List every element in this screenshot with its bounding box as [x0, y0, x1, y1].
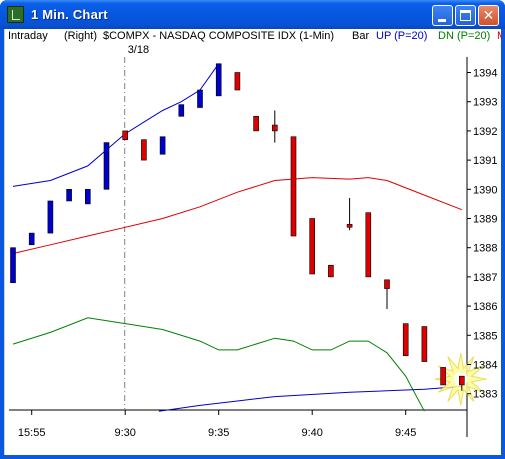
band-line-0 — [12, 63, 220, 187]
legend-mid-band: M — [497, 30, 502, 42]
price-bar-down — [458, 375, 465, 386]
price-bar-up — [178, 104, 185, 117]
price-bar-up — [10, 247, 16, 284]
y-tick-label: 1388 — [473, 243, 497, 255]
price-bar-down — [253, 116, 259, 132]
session-marker: 3/18 — [124, 44, 149, 410]
title-bar[interactable]: 1 Min. Chart ✕ — [0, 0, 505, 29]
band-lines — [12, 63, 462, 412]
price-bar-up — [66, 189, 72, 202]
price-bar-down — [234, 72, 241, 91]
price-bar-down — [309, 218, 316, 275]
session-date-label: 3/18 — [128, 44, 149, 56]
y-tick-label: 1390 — [473, 184, 497, 196]
price-bar-down — [346, 224, 353, 228]
price-bar-up — [85, 189, 91, 205]
price-bars — [10, 63, 465, 391]
chart-header: Intraday (Right) $COMPX - NASDAQ COMPOSI… — [5, 29, 502, 45]
price-chart[interactable]: 3/18 1383 1384 1385 1386 1387 1388 1389 1390 139… — [5, 29, 502, 455]
price-bar-up — [28, 232, 35, 246]
price-bar-up — [215, 63, 222, 97]
band-line-2 — [12, 317, 425, 412]
price-bar-down — [328, 264, 334, 278]
x-tick-label: 9:30 — [114, 427, 135, 439]
y-tick-label: 1393 — [473, 97, 497, 109]
y-tick-label: 1386 — [473, 301, 497, 313]
y-tick-label: 1392 — [473, 126, 497, 138]
price-bar-down — [421, 326, 428, 362]
y-tick-label: 1383 — [473, 389, 497, 401]
maximize-button[interactable] — [455, 5, 476, 26]
chart-style-label: Bar — [352, 30, 370, 42]
price-bar-up — [159, 136, 166, 155]
price-bar-down — [141, 139, 147, 161]
axis-side-label: (Right) — [64, 30, 98, 42]
y-tick-label: 1391 — [473, 155, 497, 167]
interval-mode-label: Intraday — [8, 30, 48, 42]
legend-up-band: UP (P=20) — [376, 30, 428, 42]
x-axis-ticks: 15:55 9:30 9:35 9:40 9:45 — [18, 410, 416, 439]
y-axis-ticks: 1383 1384 1385 1386 1387 1388 1389 1390 1391 1392… — [467, 68, 497, 401]
price-bar-up — [103, 142, 110, 190]
price-bar-down — [122, 130, 128, 140]
band-line-3 — [158, 385, 462, 412]
y-tick-label: 1385 — [473, 330, 497, 342]
close-button[interactable]: ✕ — [478, 5, 499, 26]
price-bar-down — [402, 323, 409, 357]
price-bar-down — [384, 279, 390, 289]
y-tick-label: 1389 — [473, 214, 497, 226]
minimize-icon — [438, 19, 446, 22]
x-tick-label: 9:40 — [301, 427, 322, 439]
price-bar-down — [290, 136, 297, 237]
maximize-icon — [460, 10, 471, 21]
x-tick-label: 9:45 — [395, 427, 416, 439]
x-tick-label: 15:55 — [18, 427, 46, 439]
y-tick-label: 1394 — [473, 68, 497, 80]
price-bar-down — [271, 124, 278, 132]
price-bar-down — [365, 212, 372, 278]
price-bar-down — [440, 367, 446, 386]
chart-client-area[interactable]: Intraday (Right) $COMPX - NASDAQ COMPOSI… — [4, 29, 502, 455]
price-bar-up — [197, 89, 203, 108]
symbol-description: $COMPX - NASDAQ COMPOSITE IDX (1-Min) — [103, 30, 335, 42]
chart-app-icon — [7, 6, 24, 23]
y-tick-label: 1384 — [473, 360, 497, 372]
y-tick-label: 1387 — [473, 272, 497, 284]
band-line-1 — [12, 177, 462, 254]
price-bar-up — [47, 200, 54, 234]
x-tick-label: 9:35 — [208, 427, 229, 439]
minimize-button[interactable] — [432, 5, 453, 26]
window-title: 1 Min. Chart — [31, 7, 108, 22]
close-icon: ✕ — [482, 7, 495, 23]
legend-dn-band: DN (P=20) — [438, 30, 491, 42]
